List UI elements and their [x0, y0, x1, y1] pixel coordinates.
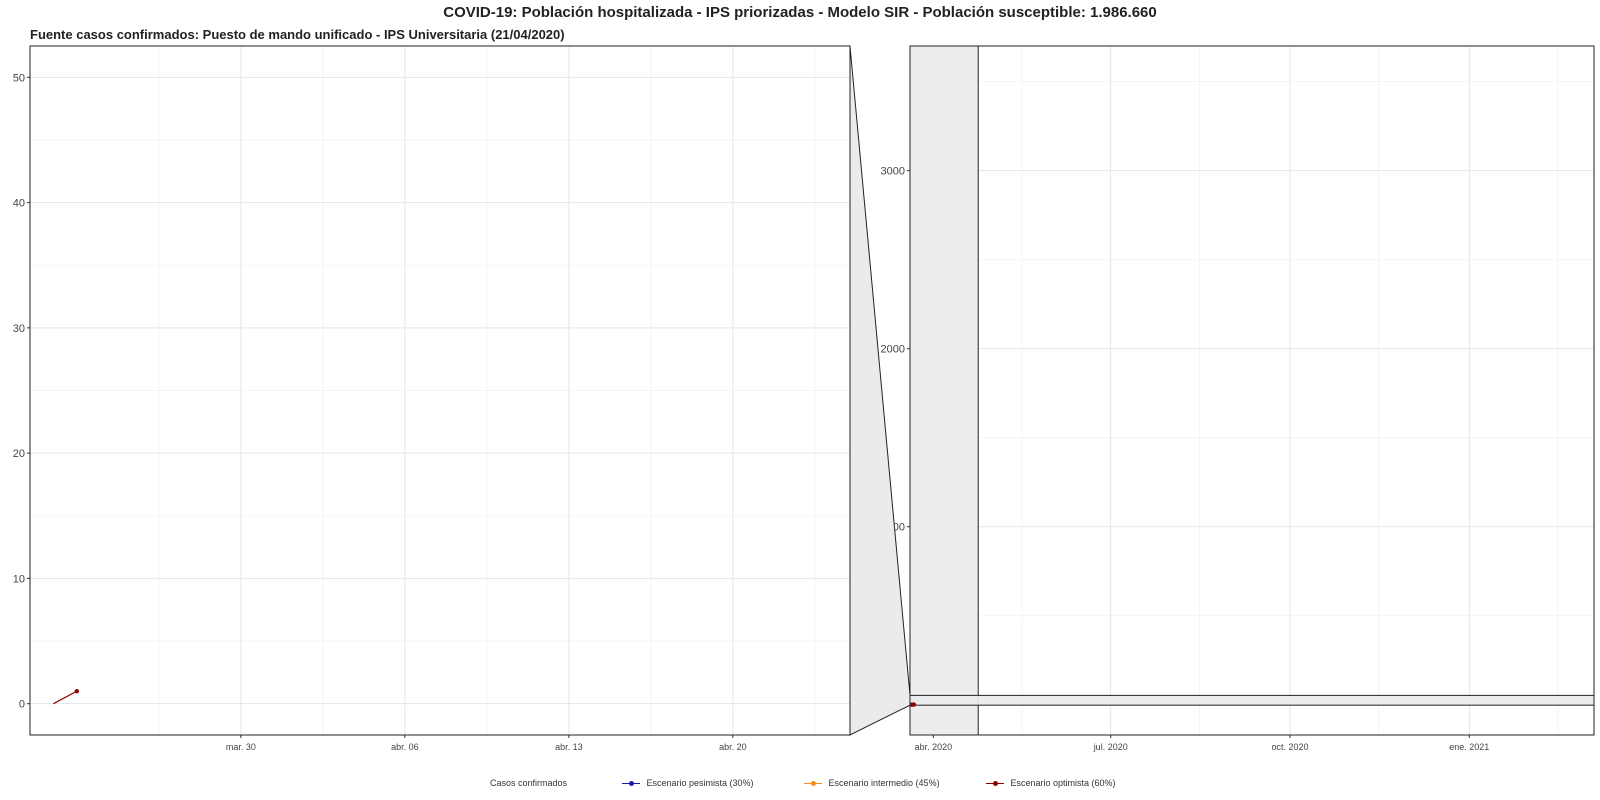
zoomed-tick-label-x: abr. 13 [555, 742, 583, 752]
legend-item-confirmed: Casos confirmados [490, 778, 567, 788]
overview-tick-label-x: oct. 2020 [1271, 742, 1308, 752]
overview-panel-border [909, 45, 1595, 736]
zoom-connector [849, 45, 911, 736]
zoomed-tick-label-y: 40 [13, 198, 25, 210]
zoomed-tick-label-x: abr. 06 [391, 742, 419, 752]
zoomed-tick-label-y: 10 [13, 573, 25, 585]
overview-tick-label-y: 2000 [881, 344, 905, 356]
legend-label-intermediate: Escenario intermedio (45%) [828, 778, 940, 788]
overview-tick-label-x: jul. 2020 [1093, 742, 1128, 752]
chart-subtitle: Fuente casos confirmados: Puesto de mand… [30, 27, 565, 42]
zoom-band-y [909, 694, 1595, 706]
legend-label-pessimistic: Escenario pesimista (30%) [646, 778, 754, 788]
overview-data-point [911, 702, 917, 707]
overview-tick-label-x: ene. 2021 [1449, 742, 1489, 752]
legend-item-intermediate: Escenario intermedio (45%) [804, 778, 940, 789]
legend-item-optimistic: Escenario optimista (60%) [986, 778, 1116, 789]
overview-tick-label-y: 3000 [881, 166, 905, 178]
legend-label-optimistic: Escenario optimista (60%) [1010, 778, 1116, 788]
zoomed-panel-border [29, 45, 851, 736]
zoomed-tick-label-y: 50 [13, 72, 25, 84]
zoomed-data-point [74, 688, 80, 694]
legend-key-optimistic [986, 779, 1004, 789]
zoomed-tick-label-y: 20 [13, 448, 25, 460]
legend-label-confirmed: Casos confirmados [490, 778, 568, 788]
zoomed-tick-label-x: mar. 30 [226, 742, 256, 752]
overview-tick-label-x: abr. 2020 [915, 742, 953, 752]
legend-key-pessimistic [622, 779, 640, 789]
zoom-band-x [909, 45, 979, 736]
zoomed-tick-label-y: 0 [19, 699, 25, 711]
zoomed-tick-label-y: 30 [13, 323, 25, 335]
zoomed-series-line [53, 690, 78, 705]
legend: Casos confirmados Escenario pesimista (3… [0, 778, 1600, 796]
zoomed-tick-label-x: abr. 20 [719, 742, 747, 752]
legend-key-intermediate [804, 779, 822, 789]
zoomed-panel: 0 10 20 30 40 50 mar. 30 abr. 06 abr. 13 abr. 20 [13, 46, 850, 752]
legend-item-pessimistic: Escenario pesimista (30%) [622, 778, 754, 789]
chart-title: COVID-19: Población hospitalizada - IPS … [443, 4, 1157, 21]
